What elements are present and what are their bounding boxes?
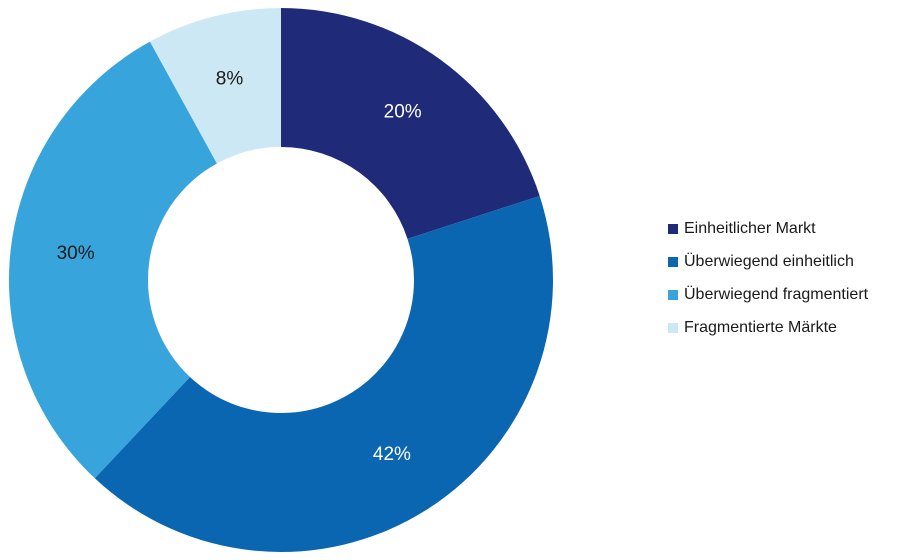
donut-slice-2: [8, 41, 217, 479]
legend-item-fragmentierte-maerkte: Fragmentierte Märkte: [668, 318, 868, 337]
slice-label-0: 20%: [384, 102, 422, 123]
legend-label: Überwiegend einheitlich: [684, 252, 854, 270]
legend-label: Fragmentierte Märkte: [684, 318, 837, 336]
slice-label-1: 42%: [373, 444, 411, 465]
slice-label-3: 8%: [216, 69, 244, 90]
legend-swatch: [668, 322, 678, 333]
legend-swatch: [668, 223, 678, 234]
legend-label: Überwiegend fragmentiert: [684, 285, 869, 303]
legend-label: Einheitlicher Markt: [684, 219, 816, 237]
legend-swatch: [668, 289, 678, 300]
slice-label-2: 30%: [57, 243, 95, 264]
donut-slice-0: [281, 8, 540, 239]
donut-slice-3: [149, 8, 281, 164]
donut-slice-1: [94, 195, 553, 552]
legend-swatch: [668, 256, 678, 267]
legend-item-ueberwiegend-einheitlich: Überwiegend einheitlich: [668, 252, 868, 271]
legend-item-ueberwiegend-fragmentiert: Überwiegend fragmentiert: [668, 285, 868, 304]
chart-legend: Einheitlicher Markt Überwiegend einheitl…: [668, 219, 868, 351]
legend-item-einheitlicher-markt: Einheitlicher Markt: [668, 219, 868, 238]
